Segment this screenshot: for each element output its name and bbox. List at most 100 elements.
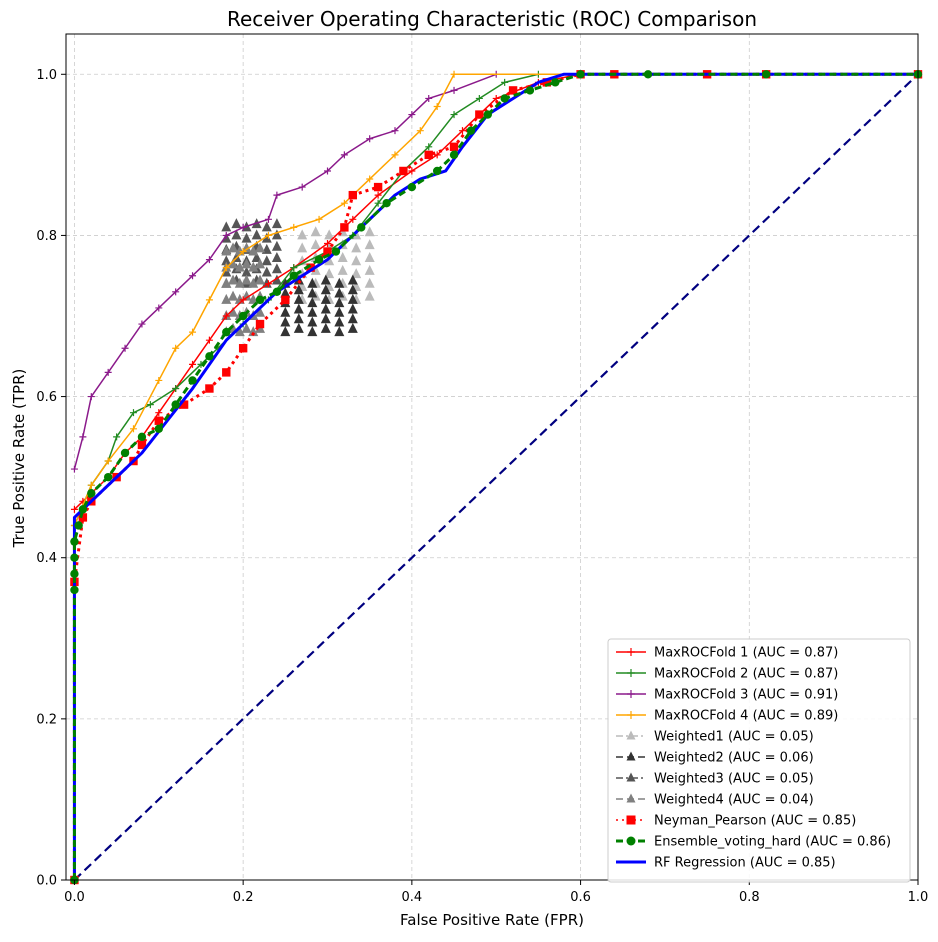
legend-label: Neyman_Pearson (AUC = 0.85): [654, 814, 856, 829]
series-point: [450, 111, 458, 119]
weighted-point: [248, 261, 259, 272]
legend-swatch-marker: [627, 711, 635, 719]
series-point: [222, 231, 230, 239]
weighted-point: [228, 242, 239, 253]
weighted-point: [320, 274, 331, 285]
series-point: [433, 151, 441, 159]
weighted-point: [248, 326, 259, 337]
series-point: [222, 368, 231, 377]
series-point: [374, 199, 382, 207]
weighted-point: [347, 303, 358, 314]
legend-entry: MaxROCFold 3 (AUC = 0.91): [616, 688, 838, 703]
series-point: [298, 183, 306, 191]
weighted-point: [228, 290, 239, 301]
chance-line: [73, 73, 919, 881]
weighted-point: [307, 316, 318, 327]
series-line: [73, 73, 918, 526]
series-point: [189, 360, 197, 368]
series-point: [357, 223, 366, 232]
series-point: [238, 344, 248, 353]
legend-entry: MaxROCFold 4 (AUC = 0.89): [616, 709, 838, 724]
weighted-point: [221, 221, 232, 232]
series-point: [189, 272, 197, 280]
weighted-point: [280, 326, 291, 337]
weighted-point: [241, 274, 252, 285]
series-point: [87, 481, 95, 489]
weighted-point: [364, 277, 375, 288]
series-point: [171, 400, 180, 409]
legend-swatch-marker: [626, 751, 636, 761]
weighted-point: [271, 263, 282, 274]
weighted-point: [320, 313, 331, 324]
series-line: [73, 73, 918, 510]
series-point: [70, 505, 78, 513]
series-point: [103, 472, 113, 482]
series-point: [155, 409, 163, 417]
series-point: [290, 264, 298, 272]
series-point: [70, 585, 79, 595]
series-point: [113, 433, 121, 441]
series-point: [399, 166, 408, 176]
weighted-point: [261, 266, 272, 277]
weighted-point: [241, 266, 252, 277]
series-point: [382, 199, 391, 208]
weighted-point: [334, 326, 345, 337]
series-point: [450, 86, 458, 94]
legend-label: Weighted2 (AUC = 0.06): [654, 751, 814, 766]
weighted-point: [337, 264, 348, 275]
series-point: [238, 311, 248, 321]
weighted-point: [231, 218, 242, 229]
series-point: [331, 247, 341, 256]
weighted-point: [251, 229, 262, 240]
weighted-point: [364, 290, 375, 301]
weighted-point: [293, 313, 304, 324]
series-point: [222, 264, 230, 272]
series-point: [239, 296, 247, 304]
series-point: [501, 78, 509, 86]
weighted-point: [351, 268, 362, 279]
weighted-point: [364, 239, 375, 250]
y-tick-label: 0.2: [36, 712, 57, 727]
legend-entry: MaxROCFold 2 (AUC = 0.87): [616, 667, 838, 682]
series-point: [324, 167, 332, 175]
legend-label: MaxROCFold 4 (AUC = 0.89): [654, 709, 838, 724]
weighted-point: [297, 242, 308, 253]
weighted-point: [347, 274, 358, 285]
weighted-point: [307, 277, 318, 288]
weighted-point: [351, 255, 362, 266]
weighted-point: [320, 284, 331, 295]
legend-label: RF Regression (AUC = 0.85): [654, 856, 836, 871]
series-point: [146, 401, 154, 409]
weighted-point: [280, 306, 291, 317]
series-point: [179, 400, 189, 409]
series-point: [551, 78, 560, 87]
series-point: [416, 127, 424, 135]
series-point: [222, 312, 230, 320]
weighted-point: [248, 277, 259, 288]
weighted-point: [241, 322, 252, 333]
legend: MaxROCFold 1 (AUC = 0.87) MaxROCFold 2 (A…: [607, 638, 911, 883]
legend-label: Weighted3 (AUC = 0.05): [654, 772, 814, 787]
series-point: [154, 416, 163, 425]
series-point: [273, 191, 281, 199]
series-point: [78, 513, 88, 522]
series-point: [542, 78, 552, 87]
series-point: [188, 376, 197, 385]
weighted-point: [228, 306, 239, 317]
weighted-point: [228, 258, 239, 269]
series-lines: [70, 70, 923, 885]
series-point: [475, 110, 484, 119]
weighted-point: [221, 245, 232, 256]
series-point: [205, 336, 213, 344]
weighted-point: [261, 277, 272, 288]
weighted-point: [364, 264, 375, 275]
series-point: [70, 537, 79, 546]
series-point: [508, 86, 518, 95]
series-point: [314, 255, 324, 264]
series-point: [408, 111, 416, 119]
series-point: [373, 182, 383, 192]
series-point: [87, 489, 96, 498]
series-point: [306, 263, 315, 272]
series-point: [189, 328, 197, 336]
